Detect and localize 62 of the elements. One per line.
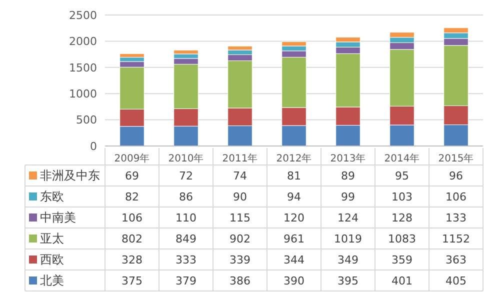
- data-label: 328: [122, 253, 142, 266]
- x-tick-label: 2010年: [168, 152, 204, 164]
- data-label: 69: [125, 169, 139, 182]
- data-label: 375: [122, 274, 142, 288]
- data-label: 99: [341, 190, 355, 204]
- y-tick-label: 2000: [69, 35, 97, 48]
- data-label: 902: [230, 232, 250, 246]
- legend-label: 东欧: [40, 190, 64, 204]
- data-label: 802: [122, 232, 142, 246]
- data-label: 333: [176, 253, 196, 266]
- legend-label: 中南美: [40, 210, 76, 225]
- data-label: 94: [287, 190, 301, 204]
- y-tick-label: 1500: [69, 61, 97, 74]
- legend-label: 西欧: [40, 252, 64, 267]
- data-label: 405: [446, 274, 466, 288]
- data-label: 133: [446, 211, 466, 224]
- data-label: 363: [446, 253, 466, 266]
- data-label: 1083: [388, 232, 416, 246]
- legend-label: 非洲及中东: [40, 168, 100, 183]
- data-label: 1152: [442, 232, 470, 246]
- data-label: 401: [392, 274, 412, 288]
- legend-label: 北美: [40, 274, 64, 288]
- data-label: 120: [284, 211, 304, 224]
- y-tick-label: 2500: [69, 8, 97, 22]
- data-label: 359: [392, 253, 412, 266]
- data-label: 96: [449, 169, 463, 182]
- x-tick-label: 2014年: [384, 152, 420, 164]
- data-label: 344: [284, 253, 304, 266]
- data-label: 349: [338, 253, 358, 266]
- data-label: 110: [176, 211, 196, 224]
- y-tick-label: 500: [76, 114, 97, 127]
- x-tick-label: 2012年: [276, 152, 312, 164]
- data-label: 386: [230, 274, 250, 288]
- x-tick-label: 2015年: [438, 152, 474, 164]
- x-tick-label: 2009年: [114, 152, 150, 164]
- data-label: 379: [176, 274, 196, 288]
- x-tick-label: 2011年: [222, 152, 258, 164]
- data-label: 961: [284, 232, 304, 246]
- data-label: 395: [338, 274, 358, 288]
- data-label: 106: [446, 190, 466, 204]
- data-label: 124: [338, 211, 358, 224]
- data-label: 90: [233, 190, 247, 204]
- data-label: 103: [392, 190, 412, 204]
- data-label: 390: [284, 274, 304, 288]
- data-label: 72: [179, 169, 193, 182]
- data-label: 74: [233, 169, 247, 182]
- data-label: 339: [230, 253, 250, 266]
- x-tick-label: 2013年: [330, 152, 366, 164]
- data-label: 128: [392, 211, 412, 224]
- bar: [120, 53, 144, 58]
- y-tick-label: 0: [90, 140, 97, 153]
- data-label: 95: [395, 169, 409, 182]
- data-label: 849: [176, 232, 196, 246]
- data-label: 86: [179, 190, 193, 204]
- data-label: 89: [341, 169, 355, 182]
- data-label: 115: [230, 211, 250, 224]
- data-label: 81: [287, 169, 301, 182]
- data-label: 82: [125, 190, 139, 204]
- y-tick-label: 1000: [69, 87, 97, 100]
- data-label: 1019: [334, 232, 362, 246]
- data-label: 106: [122, 211, 142, 224]
- legend-label: 亚太: [40, 232, 64, 246]
